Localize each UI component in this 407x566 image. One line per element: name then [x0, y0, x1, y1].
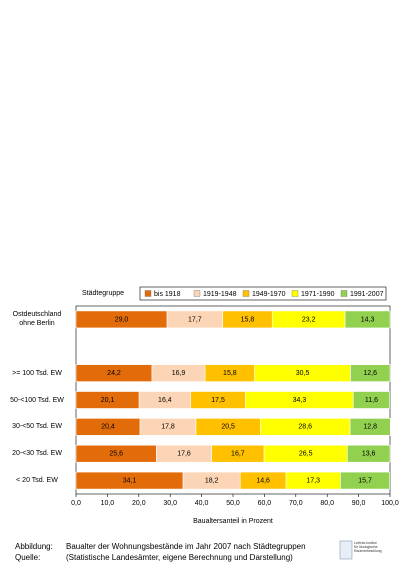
value-label: 20,1 — [101, 397, 115, 404]
value-label: 23,2 — [302, 316, 316, 323]
value-label: 30,5 — [296, 370, 310, 377]
logo-text: Leibniz-Institut für ökologische Raument… — [354, 541, 382, 553]
legend-box — [139, 286, 387, 301]
legend-swatch — [193, 290, 201, 297]
x-tick-label: 0,0 — [71, 500, 81, 507]
value-label: 29,0 — [115, 316, 129, 323]
value-label: 16,4 — [158, 397, 172, 404]
value-label: 17,6 — [177, 451, 191, 458]
value-label: 17,7 — [188, 316, 202, 323]
value-label: 26,5 — [299, 451, 313, 458]
legend-label: 1991-2007 — [350, 291, 384, 298]
y-tick-label: >= 100 Tsd. EW — [12, 369, 62, 377]
y-tick-label: 50-<100 Tsd. EW — [10, 396, 64, 404]
x-tick-label: 50,0 — [226, 500, 240, 507]
legend-swatch — [144, 290, 152, 297]
value-label: 20,5 — [221, 424, 235, 431]
value-label: 17,3 — [306, 477, 320, 484]
x-tick-label: 10,0 — [101, 500, 115, 507]
value-label: 25,6 — [109, 451, 123, 458]
value-label: 34,3 — [293, 397, 307, 404]
value-label: 34,1 — [123, 477, 137, 484]
value-label: 15,8 — [223, 370, 237, 377]
x-tick-label: 100,0 — [381, 500, 399, 507]
footer-label: Abbildung: — [15, 542, 53, 551]
legend-swatch — [242, 290, 250, 297]
bar-segment — [346, 444, 391, 463]
y-tick-label: 30-<50 Tsd. EW — [12, 423, 62, 431]
x-tick-label: 80,0 — [320, 500, 334, 507]
bar-segment — [340, 471, 390, 490]
value-label: 28,6 — [298, 424, 312, 431]
value-label: 15,8 — [241, 316, 255, 323]
x-tick-label: 70,0 — [289, 500, 303, 507]
value-label: 13,6 — [362, 451, 376, 458]
footer-text: (Statistische Landesämter, eigene Berech… — [66, 553, 293, 562]
legend-label: 1919-1948 — [203, 291, 237, 298]
legend-label: 1971-1990 — [301, 291, 335, 298]
bar-segment — [349, 418, 391, 436]
x-axis-title: Baualtersanteil in Prozent — [193, 518, 273, 525]
value-label: 20,4 — [101, 424, 115, 431]
legend-swatch — [291, 290, 299, 297]
legend-swatch — [340, 290, 348, 297]
bar-segment — [352, 391, 390, 409]
y-tick-label: 20-<30 Tsd. EW — [12, 450, 62, 458]
logo-icon — [339, 540, 353, 560]
value-label: 14,6 — [256, 477, 270, 484]
value-label: 16,7 — [231, 451, 245, 458]
y-tick-label: Ostdeutschland ohne Berlin — [12, 311, 62, 328]
value-label: 24,2 — [107, 370, 121, 377]
x-tick-label: 90,0 — [352, 500, 366, 507]
legend-label: bis 1918 — [154, 291, 181, 298]
footer-label: Quelle: — [15, 553, 41, 562]
footer-text: Baualter der Wohnungsbestände im Jahr 20… — [66, 542, 306, 551]
value-label: 12,6 — [363, 370, 377, 377]
value-label: 17,8 — [161, 424, 175, 431]
bar-segment — [344, 310, 391, 329]
x-tick-label: 60,0 — [258, 500, 272, 507]
value-label: 14,3 — [361, 316, 375, 323]
value-label: 11,6 — [365, 397, 378, 404]
legend-label: 1949-1970 — [252, 291, 286, 298]
value-label: 16,9 — [172, 370, 186, 377]
bar-segment — [350, 364, 391, 382]
y-tick-label: < 20 Tsd. EW — [16, 477, 58, 485]
x-tick-label: 20,0 — [132, 500, 146, 507]
value-label: 18,2 — [205, 477, 219, 484]
value-label: 15,7 — [358, 477, 372, 484]
value-label: 17,5 — [211, 397, 225, 404]
value-label: 12,8 — [363, 424, 377, 431]
x-tick-label: 30,0 — [163, 500, 177, 507]
x-tick-label: 40,0 — [195, 500, 209, 507]
legend-title: Städtegruppe — [82, 290, 124, 297]
